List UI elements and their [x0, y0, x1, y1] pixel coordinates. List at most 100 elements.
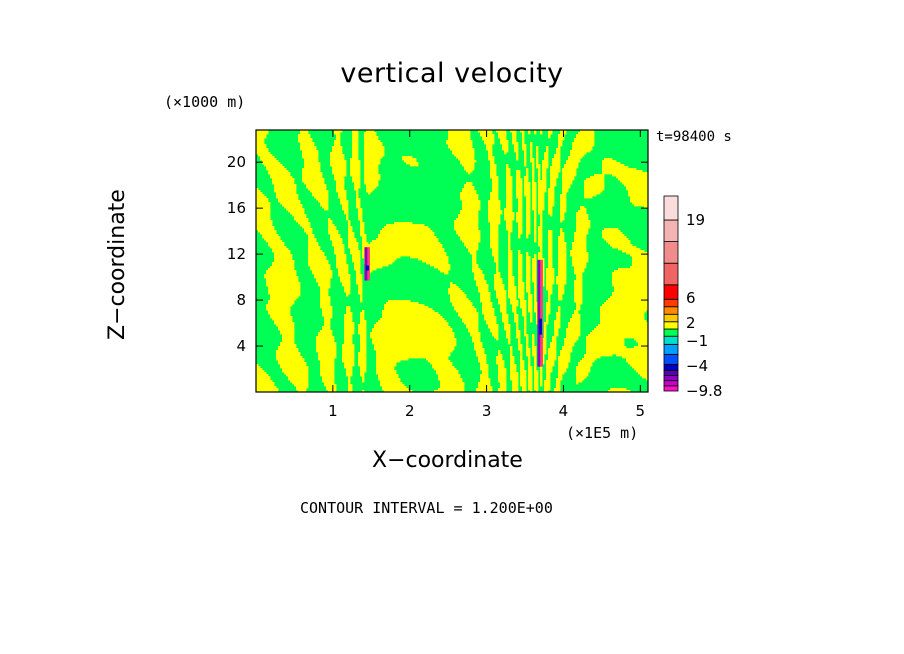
colorbar-level [663, 321, 679, 330]
field-band [560, 354, 571, 357]
field-band [548, 136, 551, 139]
field-band [454, 224, 479, 227]
field-band [572, 260, 589, 263]
field-band [490, 170, 497, 173]
field-band [636, 370, 648, 373]
field-band [510, 350, 513, 353]
field-band [346, 214, 349, 217]
field-band [488, 202, 501, 205]
field-band [464, 166, 475, 169]
field-band [534, 254, 537, 257]
field-band [542, 172, 547, 175]
field-band [524, 160, 527, 163]
field-band [538, 172, 541, 175]
field-band [478, 384, 491, 387]
field-band [536, 164, 541, 167]
field-band [308, 258, 327, 261]
field-band [488, 152, 493, 155]
field-band [622, 250, 645, 253]
field-band [482, 312, 495, 315]
field-band [308, 240, 317, 243]
field-band [532, 340, 535, 343]
field-band [536, 318, 539, 321]
field-band [532, 276, 537, 279]
field-band [256, 368, 263, 371]
field-band [532, 178, 535, 181]
field-band [510, 348, 513, 351]
field-band [336, 188, 345, 191]
field-band [534, 234, 537, 237]
field-band [536, 312, 539, 315]
field-band [278, 348, 299, 351]
field-band [344, 362, 355, 365]
field-band [364, 152, 385, 155]
field-band [472, 254, 477, 257]
field-band [562, 176, 575, 179]
field-band [346, 216, 349, 219]
field-band [492, 188, 499, 191]
field-band [520, 350, 523, 353]
field-band [508, 272, 513, 275]
field-band [566, 330, 581, 333]
field-band [352, 254, 361, 257]
field-band [358, 216, 363, 219]
field-band [372, 342, 457, 345]
field-band [548, 254, 553, 257]
field-band [256, 216, 271, 219]
field-band [434, 266, 451, 269]
field-band [522, 136, 525, 139]
field-band [632, 256, 648, 259]
field-band [364, 154, 385, 157]
field-band [366, 186, 377, 189]
field-band [308, 252, 325, 255]
field-band [558, 244, 567, 247]
field-band [464, 168, 475, 171]
field-band [518, 292, 525, 295]
field-band [510, 376, 519, 379]
field-band [464, 242, 479, 245]
field-band [380, 230, 433, 233]
field-band [354, 266, 361, 269]
field-band [532, 188, 537, 191]
field-band [542, 168, 547, 171]
field-band [382, 386, 407, 389]
field-band [546, 366, 553, 369]
field-band [524, 180, 529, 183]
field-band [466, 246, 479, 249]
field-band [462, 204, 481, 207]
field-band [512, 384, 519, 387]
field-band [328, 222, 333, 225]
field-band [534, 378, 539, 381]
field-band [508, 270, 513, 273]
field-band [508, 234, 511, 237]
field-band [434, 368, 457, 371]
field-band [446, 142, 473, 145]
field-band [612, 292, 648, 295]
field-band [534, 292, 537, 295]
field-band [518, 200, 523, 203]
field-band [282, 336, 295, 339]
field-band [576, 136, 595, 139]
field-band [518, 290, 525, 293]
field-band [308, 250, 323, 253]
field-band [548, 232, 553, 235]
field-band [548, 250, 553, 253]
field-band [354, 184, 361, 187]
field-band [518, 264, 523, 267]
field-band [526, 290, 531, 293]
field-band [332, 166, 347, 169]
field-band [538, 168, 541, 171]
field-band [514, 148, 519, 151]
field-band [370, 336, 455, 339]
field-band [550, 166, 561, 169]
field-band [532, 262, 537, 265]
field-band [372, 338, 457, 341]
field-band [548, 298, 551, 301]
field-band [534, 220, 537, 223]
field-band [386, 302, 419, 305]
field-band [522, 132, 525, 135]
field-band [528, 360, 531, 363]
field-band [518, 284, 525, 287]
field-band [502, 316, 509, 319]
field-band [268, 288, 301, 291]
